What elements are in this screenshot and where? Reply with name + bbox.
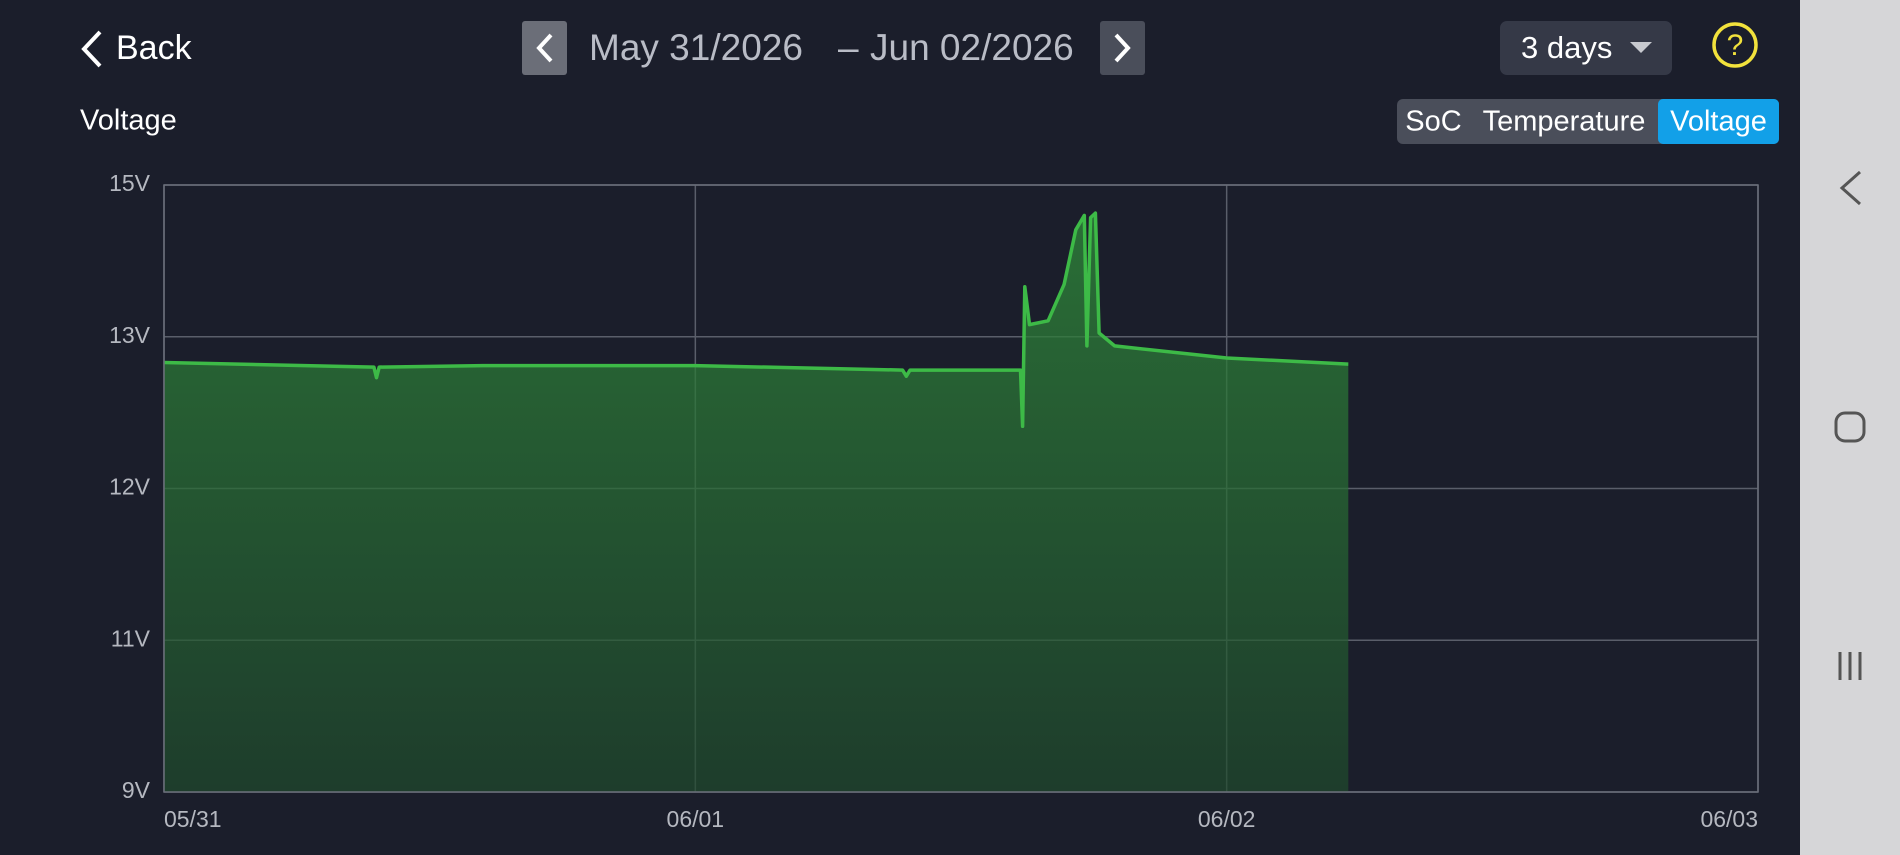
- help-button[interactable]: ?: [1712, 22, 1758, 68]
- tab-active[interactable]: [1658, 99, 1779, 144]
- help-label[interactable]: ?: [1727, 29, 1744, 62]
- prev-button[interactable]: [522, 21, 567, 75]
- nav-recents[interactable]: [1838, 652, 1862, 680]
- x-tick-label: 06/02: [1198, 806, 1256, 832]
- chart-title: Voltage: [80, 105, 177, 137]
- y-tick-label: 9V: [122, 777, 151, 803]
- y-tick-label: 13V: [109, 322, 151, 348]
- tab-group[interactable]: SoC Temperature Voltage: [1397, 99, 1779, 144]
- chart: 9V 11V 12V 13V 15V 05/31 06/01 06/02 06/03: [109, 170, 1759, 832]
- next-button[interactable]: [1100, 21, 1145, 75]
- y-tick-label: 15V: [109, 170, 151, 196]
- start-date: May 31/2026: [589, 27, 803, 68]
- nav-home[interactable]: [1834, 411, 1866, 443]
- area-fill: [164, 213, 1349, 793]
- date-separator: –: [838, 27, 859, 68]
- back-label[interactable]: Back: [116, 29, 193, 67]
- nav-bar: [1800, 0, 1900, 855]
- x-tick-label: 05/31: [164, 806, 222, 832]
- line: [163, 211, 1349, 429]
- back-button[interactable]: Back: [81, 29, 193, 68]
- y-tick-label: 12V: [109, 474, 151, 500]
- y-tick-label: 11V: [111, 625, 151, 651]
- end-date: Jun 02/2026: [870, 27, 1074, 68]
- tab-label[interactable]: Temperature: [1483, 106, 1646, 138]
- range-dropdown[interactable]: 3 days: [1500, 21, 1672, 75]
- tab-label[interactable]: SoC: [1405, 106, 1461, 138]
- x-tick-label: 06/03: [1700, 806, 1758, 832]
- range-label[interactable]: 3 days: [1521, 30, 1612, 65]
- x-tick-label: 06/01: [667, 806, 725, 832]
- tab-label[interactable]: Voltage: [1670, 106, 1767, 138]
- plot-border: [163, 184, 1759, 793]
- nav-back[interactable]: [1839, 170, 1861, 206]
